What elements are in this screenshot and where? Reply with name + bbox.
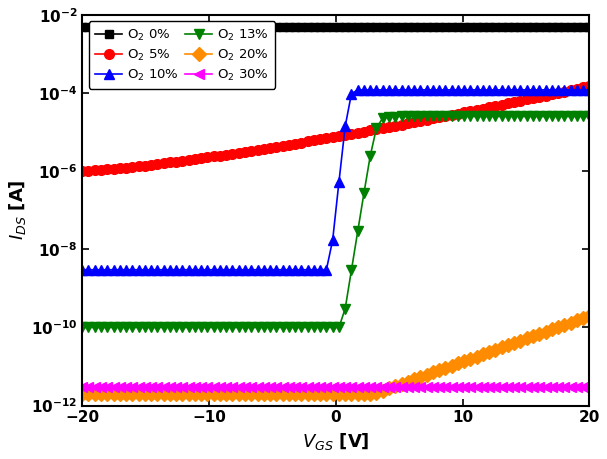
O$_2$ 13% (473, 114, 480, 119)
O$_2$ 10% (416, 87, 424, 93)
O$_2$ 0% (486, 24, 493, 29)
Line: O$_2$ 30%: O$_2$ 30% (77, 382, 594, 392)
O$_2$ 0% (197, 24, 205, 29)
O$_2$ 10% (216, 267, 223, 273)
O$_2$ 10% (223, 267, 230, 273)
O$_2$ 20% (486, 349, 493, 355)
O$_2$ 13% (480, 114, 487, 119)
O$_2$ 13% (586, 114, 593, 119)
Line: O$_2$ 20%: O$_2$ 20% (77, 311, 594, 399)
O$_2$ 0% (473, 24, 480, 29)
X-axis label: $V_{GS}$ [V]: $V_{GS}$ [V] (302, 431, 370, 452)
O$_2$ 13% (78, 325, 86, 330)
Line: O$_2$ 10%: O$_2$ 10% (77, 85, 594, 274)
O$_2$ 0% (216, 24, 223, 29)
O$_2$ 20% (78, 391, 86, 397)
O$_2$ 13% (223, 325, 230, 330)
O$_2$ 5% (197, 156, 205, 161)
O$_2$ 5% (316, 137, 324, 142)
O$_2$ 0% (586, 24, 593, 29)
Y-axis label: $I_{DS}$ [A]: $I_{DS}$ [A] (7, 180, 28, 241)
O$_2$ 30% (486, 384, 493, 390)
O$_2$ 5% (486, 105, 493, 110)
O$_2$ 20% (473, 354, 480, 359)
Line: O$_2$ 0%: O$_2$ 0% (78, 22, 594, 31)
O$_2$ 20% (223, 391, 230, 397)
O$_2$ 10% (197, 267, 205, 273)
O$_2$ 30% (473, 384, 480, 390)
O$_2$ 5% (223, 152, 230, 157)
O$_2$ 30% (78, 384, 86, 390)
O$_2$ 5% (78, 168, 86, 174)
O$_2$ 30% (586, 384, 593, 390)
O$_2$ 13% (197, 325, 205, 330)
O$_2$ 30% (223, 384, 230, 390)
Line: O$_2$ 13%: O$_2$ 13% (77, 112, 594, 332)
O$_2$ 10% (78, 267, 86, 273)
O$_2$ 13% (316, 325, 324, 330)
Line: O$_2$ 5%: O$_2$ 5% (77, 81, 594, 176)
O$_2$ 20% (216, 391, 223, 397)
O$_2$ 13% (492, 114, 499, 119)
O$_2$ 0% (78, 24, 86, 29)
O$_2$ 20% (197, 391, 205, 397)
O$_2$ 20% (316, 391, 324, 397)
Legend: O$_2$ 0%, O$_2$ 5%, O$_2$ 10%, O$_2$ 13%, O$_2$ 20%, O$_2$ 30%: O$_2$ 0%, O$_2$ 5%, O$_2$ 10%, O$_2$ 13%… (89, 22, 276, 89)
O$_2$ 5% (216, 153, 223, 158)
O$_2$ 0% (316, 24, 324, 29)
O$_2$ 13% (216, 325, 223, 330)
O$_2$ 20% (586, 313, 593, 319)
O$_2$ 30% (197, 384, 205, 390)
O$_2$ 30% (216, 384, 223, 390)
O$_2$ 5% (586, 84, 593, 89)
O$_2$ 10% (480, 87, 487, 93)
O$_2$ 30% (316, 384, 324, 390)
O$_2$ 10% (316, 267, 324, 273)
O$_2$ 10% (586, 87, 593, 93)
O$_2$ 5% (473, 107, 480, 112)
O$_2$ 10% (492, 87, 499, 93)
O$_2$ 0% (223, 24, 230, 29)
